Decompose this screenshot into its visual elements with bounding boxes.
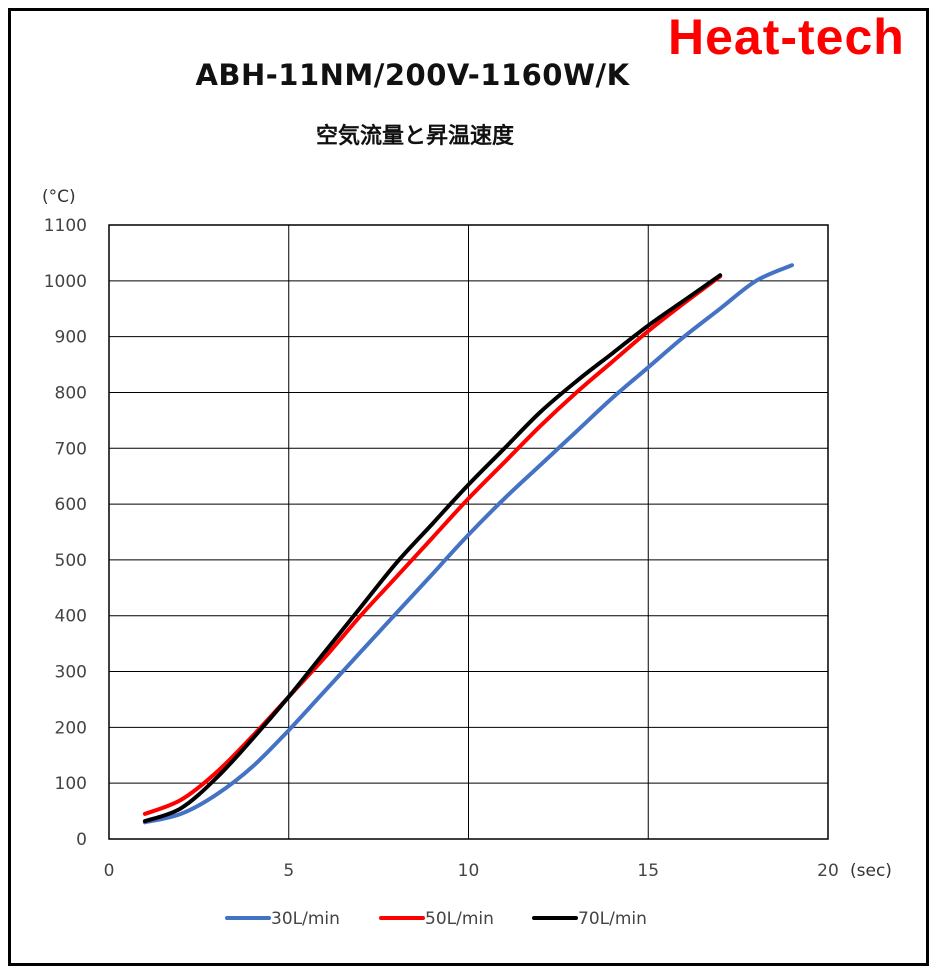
- legend-label: 50L/min: [425, 909, 494, 929]
- plot-border: [108, 224, 829, 840]
- legend-label: 70L/min: [578, 909, 647, 929]
- y-tick-label: 200: [55, 718, 87, 738]
- series-line-70lmin: [142, 273, 723, 824]
- y-tick-label: 300: [55, 663, 87, 683]
- series-line-30lmin: [142, 263, 794, 825]
- y-tick-label: 400: [55, 607, 87, 627]
- y-tick-label: 500: [55, 551, 87, 571]
- y-tick-label: 100: [55, 774, 87, 794]
- series-line-50lmin: [142, 274, 723, 816]
- y-tick-label: 700: [55, 439, 87, 459]
- brand-logo: Heat-tech: [668, 9, 905, 65]
- y-tick-label: 800: [55, 383, 87, 403]
- y-axis-unit: (°C): [42, 187, 76, 207]
- y-tick-label: 1000: [44, 272, 87, 292]
- y-tick-label: 0: [76, 830, 87, 850]
- y-tick-label: 600: [55, 495, 87, 515]
- legend: 30L/min 50L/min 70L/min: [225, 909, 647, 929]
- x-tick-label: 5: [283, 861, 294, 881]
- chart-title: ABH-11NM/200V-1160W/K: [195, 58, 630, 92]
- x-tick-label: 20: [817, 861, 839, 881]
- series-lines: [142, 263, 794, 825]
- x-tick-label: 15: [637, 861, 659, 881]
- chart-subtitle: 空気流量と昇温速度: [315, 124, 514, 149]
- grid-lines: [108, 224, 829, 840]
- axes: 0 100 200 300 400 500 600 700 800 900 1000 1100 0 5 10…: [44, 216, 839, 881]
- x-tick-label: 10: [458, 861, 480, 881]
- y-tick-label: 900: [55, 328, 87, 348]
- legend-label: 30L/min: [271, 909, 340, 929]
- y-tick-label: 1100: [44, 216, 87, 236]
- x-tick-label: 0: [104, 861, 115, 881]
- x-axis-unit: (sec): [850, 861, 892, 881]
